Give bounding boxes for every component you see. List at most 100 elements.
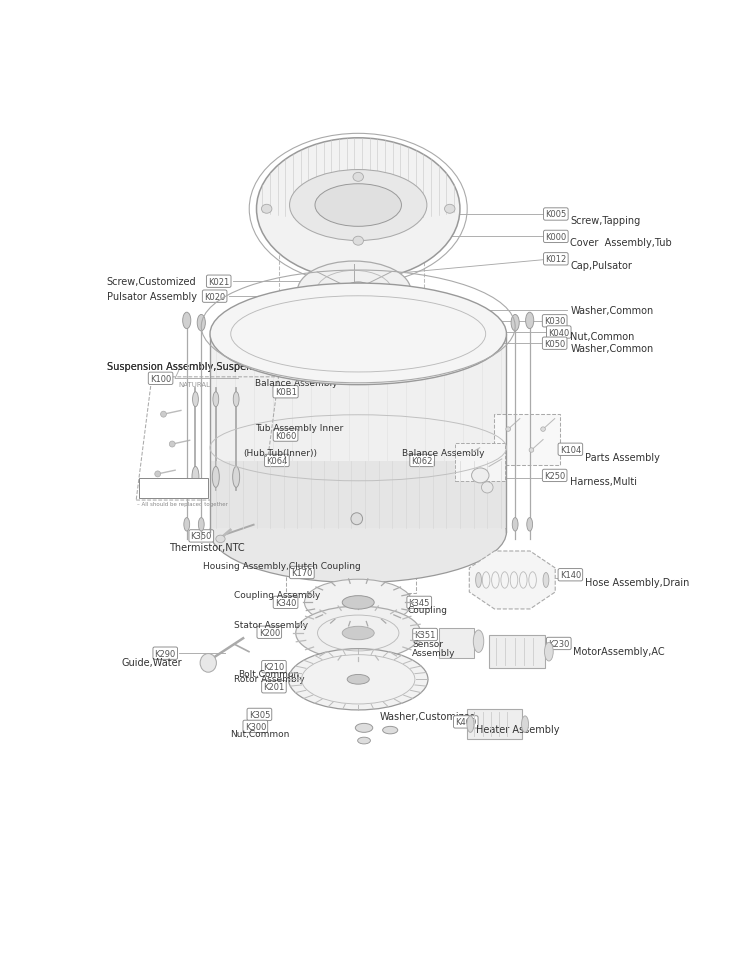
Text: Thermistor,NTC: Thermistor,NTC <box>170 543 245 552</box>
Ellipse shape <box>210 482 506 583</box>
Ellipse shape <box>543 573 549 588</box>
Bar <box>210 461 506 528</box>
Bar <box>489 636 544 669</box>
Ellipse shape <box>482 483 493 493</box>
FancyBboxPatch shape <box>455 443 505 482</box>
Ellipse shape <box>198 518 204 532</box>
Text: K300: K300 <box>244 722 266 731</box>
Ellipse shape <box>262 205 272 214</box>
Text: Heater Assembly: Heater Assembly <box>476 725 560 735</box>
Text: K170: K170 <box>291 569 313 578</box>
Ellipse shape <box>506 427 511 432</box>
Text: K201: K201 <box>263 682 284 692</box>
Text: MotorAssembly,AC: MotorAssembly,AC <box>573 646 665 656</box>
Text: Screw,Customized: Screw,Customized <box>106 277 196 287</box>
Ellipse shape <box>344 286 364 297</box>
Text: 4 Kits: 4 Kits <box>142 484 166 492</box>
Text: K351: K351 <box>414 631 436 640</box>
Text: K210: K210 <box>263 663 284 672</box>
Ellipse shape <box>358 737 370 744</box>
Ellipse shape <box>289 649 428 710</box>
Ellipse shape <box>232 467 240 487</box>
Text: K005: K005 <box>545 210 566 219</box>
Ellipse shape <box>213 392 219 407</box>
Text: K050: K050 <box>544 339 566 348</box>
Text: Harness,Multi: Harness,Multi <box>570 477 638 486</box>
Text: Assembly: Assembly <box>413 648 456 657</box>
Ellipse shape <box>183 313 190 329</box>
Text: Screw,Tapping: Screw,Tapping <box>570 216 640 226</box>
Text: NATURAL: NATURAL <box>178 381 210 388</box>
Ellipse shape <box>406 317 433 328</box>
Text: Parts Assembly: Parts Assembly <box>585 453 660 462</box>
Text: K250: K250 <box>544 472 566 481</box>
Ellipse shape <box>296 607 421 660</box>
Text: Bolt,Common: Bolt,Common <box>238 670 299 678</box>
Bar <box>286 542 416 594</box>
Text: K200: K200 <box>259 628 280 637</box>
Ellipse shape <box>529 449 534 453</box>
Text: Tub Assembly Inner: Tub Assembly Inner <box>255 423 344 432</box>
Bar <box>210 334 506 532</box>
Text: Balance Assembly: Balance Assembly <box>255 379 338 388</box>
Ellipse shape <box>511 315 519 331</box>
Text: Cap,Pulsator: Cap,Pulsator <box>570 261 632 270</box>
Ellipse shape <box>212 467 219 487</box>
Text: Guide,Water: Guide,Water <box>122 657 182 668</box>
Ellipse shape <box>476 573 482 588</box>
Ellipse shape <box>350 290 366 297</box>
Text: K060: K060 <box>274 431 296 440</box>
Ellipse shape <box>233 392 239 407</box>
Ellipse shape <box>472 468 489 484</box>
Text: K012: K012 <box>545 255 566 264</box>
Ellipse shape <box>256 139 460 280</box>
Ellipse shape <box>298 262 411 322</box>
Text: K020: K020 <box>204 293 225 301</box>
Ellipse shape <box>347 674 369 684</box>
Ellipse shape <box>544 642 554 661</box>
Text: K030: K030 <box>544 317 566 326</box>
Text: – All should be replaced together: – All should be replaced together <box>137 502 228 507</box>
Text: Cover  Assembly,Tub: Cover Assembly,Tub <box>570 238 672 248</box>
Ellipse shape <box>184 518 190 532</box>
Ellipse shape <box>526 518 532 532</box>
Text: K021: K021 <box>208 277 230 287</box>
Ellipse shape <box>315 184 401 227</box>
Bar <box>494 415 560 465</box>
Ellipse shape <box>197 315 206 331</box>
Ellipse shape <box>346 283 370 297</box>
Text: Hose Assembly,Drain: Hose Assembly,Drain <box>585 578 689 587</box>
Ellipse shape <box>351 514 362 525</box>
Text: Suspension Assembly,Suspension: Suspension Assembly,Suspension <box>106 361 272 371</box>
Text: K140: K140 <box>560 571 581 579</box>
Text: K350: K350 <box>190 532 212 541</box>
Text: K000: K000 <box>545 233 566 241</box>
Text: K062: K062 <box>412 456 433 465</box>
Ellipse shape <box>216 536 225 543</box>
FancyBboxPatch shape <box>139 479 208 498</box>
Text: Suspension Assembly,Suspension: Suspension Assembly,Suspension <box>106 361 272 371</box>
Ellipse shape <box>402 302 436 319</box>
Ellipse shape <box>541 427 545 432</box>
Text: Nut,Common: Nut,Common <box>570 332 634 342</box>
Ellipse shape <box>290 171 427 241</box>
Ellipse shape <box>342 627 374 641</box>
Text: K100: K100 <box>150 374 171 384</box>
Text: (Hub,Tub(Inner)): (Hub,Tub(Inner)) <box>244 449 318 458</box>
Ellipse shape <box>382 727 398 735</box>
Ellipse shape <box>467 716 474 733</box>
Bar <box>467 709 522 739</box>
Ellipse shape <box>200 654 217 672</box>
Text: K0B1: K0B1 <box>274 388 296 397</box>
Text: Sensor: Sensor <box>413 640 443 648</box>
Text: K400: K400 <box>455 718 476 727</box>
Ellipse shape <box>353 173 364 182</box>
Ellipse shape <box>473 631 484 653</box>
Text: Rotor Assembly: Rotor Assembly <box>235 674 305 683</box>
Ellipse shape <box>353 237 364 246</box>
Ellipse shape <box>170 442 175 448</box>
Ellipse shape <box>342 596 374 610</box>
Ellipse shape <box>526 313 534 329</box>
Text: Stator Assembly: Stator Assembly <box>235 621 308 630</box>
Text: K104: K104 <box>560 446 581 454</box>
